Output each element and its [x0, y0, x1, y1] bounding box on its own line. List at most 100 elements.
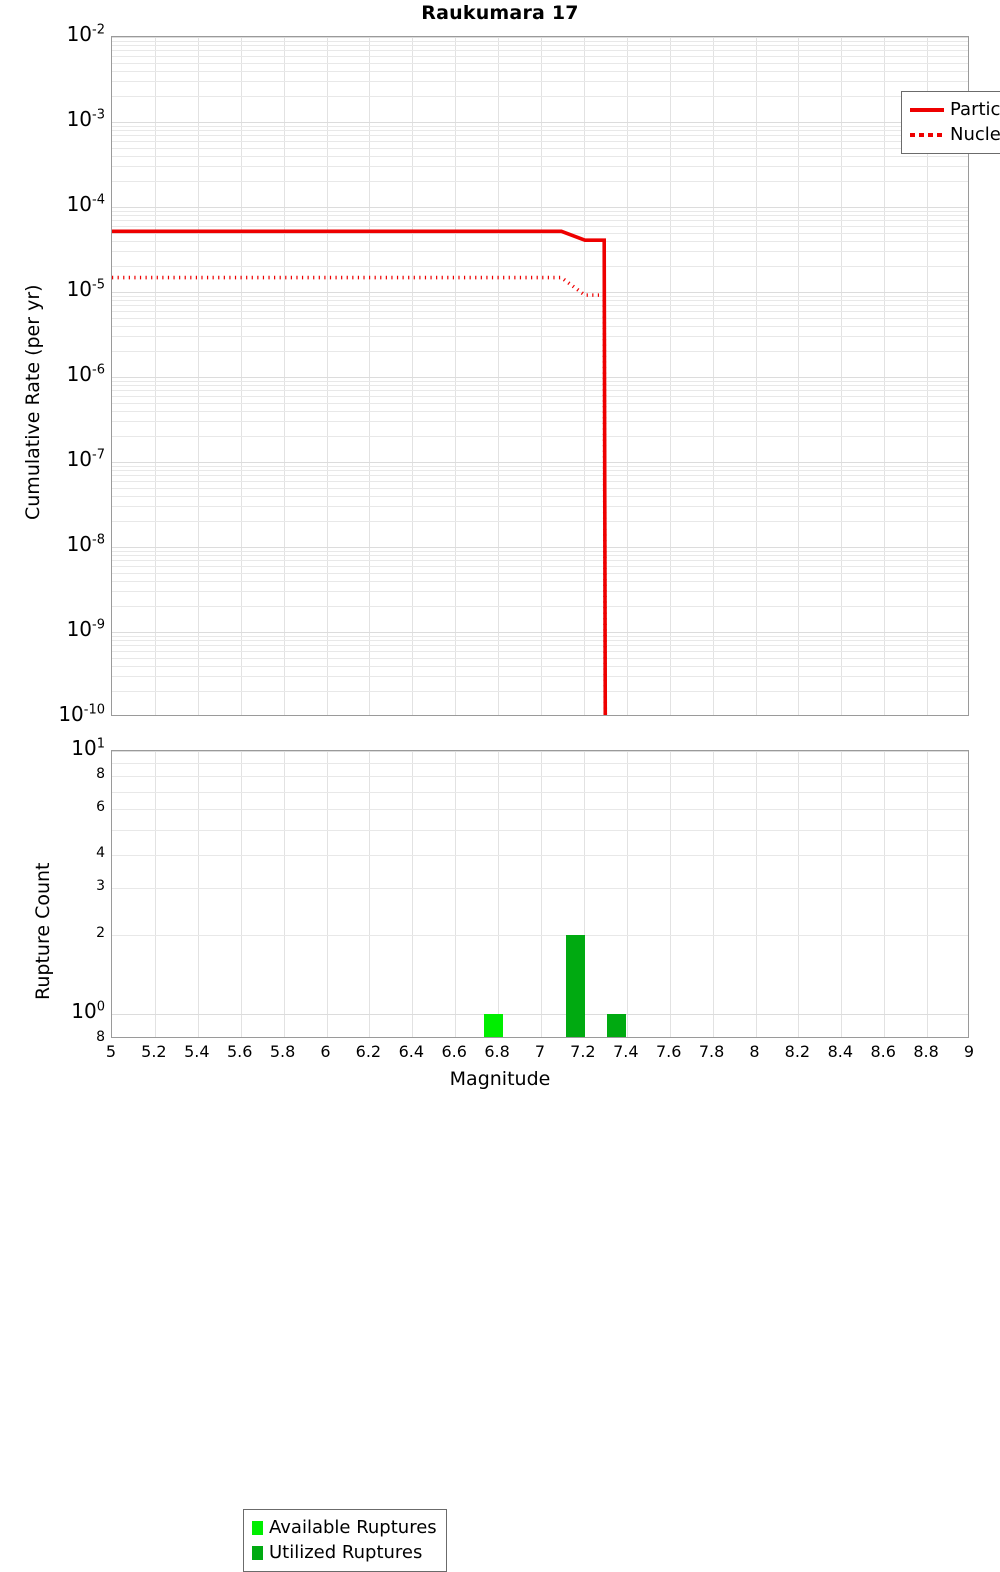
gridline-horizontal: [112, 318, 968, 319]
gridline-horizontal: [112, 475, 968, 476]
legend-label-participation: Participation: [950, 99, 1000, 120]
gridline-horizontal: [112, 396, 968, 397]
gridline-horizontal: [112, 496, 968, 497]
legend-label-nucleation: Nucleation: [950, 124, 1000, 145]
gridline-horizontal: [112, 135, 968, 136]
gridline-horizontal: [112, 166, 968, 167]
gridline-horizontal: [112, 385, 968, 386]
legend-ruptures: Available Ruptures Utilized Ruptures: [243, 1509, 447, 1572]
gridline-vertical: [284, 37, 285, 715]
gridline-horizontal: [112, 311, 968, 312]
y-tick-label-top: 10-6: [66, 362, 105, 386]
y-tick-label-top: 10-4: [66, 192, 105, 216]
rupture-bars: [112, 751, 968, 1037]
x-tick-label: 8.2: [784, 1042, 811, 1061]
page-title: Raukumara 17: [421, 2, 579, 24]
y-tick-minor-bottom: 8: [96, 1029, 105, 1045]
gridline-vertical: [241, 751, 242, 1037]
gridline-vertical: [798, 37, 799, 715]
gridline-vertical: [927, 751, 928, 1037]
gridline-horizontal: [112, 241, 968, 242]
plot-grid-top: [112, 37, 968, 715]
x-tick-label: 8.4: [827, 1042, 854, 1061]
gridline-horizontal: [112, 481, 968, 482]
gridline-horizontal: [112, 560, 968, 561]
gridline-horizontal: [112, 181, 968, 182]
gridline-horizontal: [112, 632, 968, 633]
series-nucleation: [112, 275, 608, 716]
x-tick-label: 7.8: [698, 1042, 725, 1061]
gridline-horizontal: [112, 763, 968, 764]
gridline-horizontal: [112, 300, 968, 301]
series-participation: [112, 229, 608, 716]
gridline-horizontal: [112, 488, 968, 489]
gridline-horizontal: [112, 351, 968, 352]
y-tick-minor-bottom: 6: [96, 799, 105, 816]
gridline-horizontal: [112, 41, 968, 42]
plot-grid-bottom: [112, 751, 968, 1037]
gridline-horizontal: [112, 226, 968, 227]
gridline-horizontal: [112, 56, 968, 57]
gridline-horizontal: [112, 211, 968, 212]
gridline-horizontal: [112, 292, 968, 293]
x-tick-label: 7.6: [655, 1042, 682, 1061]
cumulative-rate-plot: Participation Nucleation: [111, 36, 1000, 716]
gridline-horizontal: [112, 776, 968, 777]
gridline-vertical: [155, 751, 156, 1037]
dotted-line-icon: [910, 132, 944, 137]
gridline-vertical: [798, 751, 799, 1037]
gridline-horizontal: [112, 436, 968, 437]
gridline-horizontal: [112, 81, 968, 82]
gridline-horizontal: [112, 666, 968, 667]
gridline-vertical: [327, 37, 328, 715]
gridline-vertical: [756, 751, 757, 1037]
gridline-horizontal: [112, 220, 968, 221]
gridline-horizontal: [112, 691, 968, 692]
x-tick-label: 5.6: [226, 1042, 253, 1061]
figure: Raukumara 17 Cumulative Rate (per yr) 10…: [22, 2, 1000, 1572]
gridline-vertical: [498, 37, 499, 715]
gridline-horizontal: [112, 830, 968, 831]
x-tick-label: 8.6: [870, 1042, 896, 1061]
gridline-vertical: [584, 751, 585, 1037]
gridline-horizontal: [112, 466, 968, 467]
gridline-horizontal: [112, 305, 968, 306]
legend-item-nucleation[interactable]: Nucleation: [910, 122, 1000, 147]
rupture-count-plot: Available Ruptures Utilized Ruptures: [111, 750, 969, 1572]
gridline-vertical: [841, 37, 842, 715]
gridline-vertical: [713, 37, 714, 715]
gridline-horizontal: [112, 751, 968, 752]
gridline-horizontal: [112, 377, 968, 378]
rupture-bar: [484, 1013, 504, 1037]
gridline-horizontal: [112, 126, 968, 127]
legend-item-participation[interactable]: Participation: [910, 97, 1000, 122]
y-tick-minor-bottom: 4: [96, 845, 105, 862]
gridline-horizontal: [112, 45, 968, 46]
gridline-vertical: [198, 751, 199, 1037]
gridline-horizontal: [112, 390, 968, 391]
legend-item-available-ruptures[interactable]: Available Ruptures: [252, 1515, 437, 1540]
y-tick-label-top: 10-2: [66, 22, 105, 46]
gridline-vertical: [670, 37, 671, 715]
gridline-horizontal: [112, 573, 968, 574]
x-tick-label: 6.8: [484, 1042, 510, 1061]
legend-item-utilized-ruptures[interactable]: Utilized Ruptures: [252, 1540, 437, 1565]
available-color-icon: [252, 1520, 263, 1535]
x-tick-label: 7.4: [613, 1042, 639, 1061]
y-tick-minor-bottom: 3: [96, 878, 105, 895]
gridline-vertical: [369, 751, 370, 1037]
gridline-horizontal: [112, 421, 968, 422]
gridline-horizontal: [112, 676, 968, 677]
gridline-vertical: [498, 751, 499, 1037]
gridline-horizontal: [112, 96, 968, 97]
y-tick-minor-bottom: 2: [96, 924, 105, 941]
y-tick-label-top: 10-8: [66, 532, 105, 556]
gridline-horizontal: [112, 156, 968, 157]
gridline-vertical: [369, 37, 370, 715]
gridline-vertical: [713, 751, 714, 1037]
gridline-vertical: [412, 37, 413, 715]
gridline-horizontal: [112, 411, 968, 412]
gridline-vertical: [756, 37, 757, 715]
gridline-horizontal: [112, 470, 968, 471]
gridline-vertical: [155, 37, 156, 715]
